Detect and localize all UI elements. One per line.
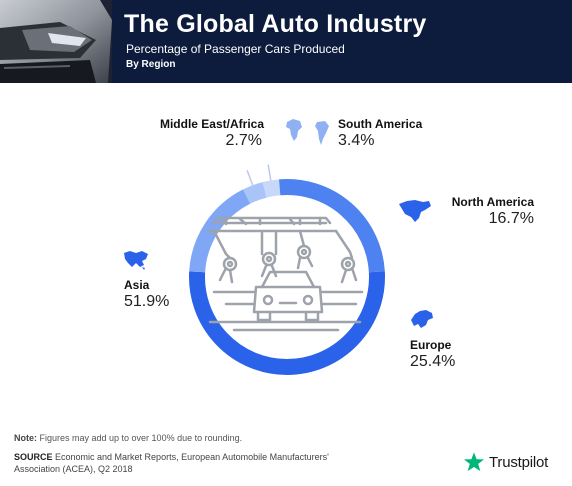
page-subtitle-region: By Region (126, 59, 176, 70)
europe-value: 25.4% (410, 353, 456, 370)
leader-lines (246, 164, 272, 186)
car-photo (0, 0, 112, 83)
page-subtitle: Percentage of Passenger Cars Produced (126, 42, 345, 56)
north-america-name: North America (451, 195, 534, 209)
note-text: Figures may add up to over 100% due to r… (37, 433, 243, 443)
leader-line-middle-east-africa (267, 164, 272, 181)
europe-name: Europe (410, 338, 452, 352)
note-label: Note: (14, 433, 37, 443)
label-north-america: North America 16.7% (430, 195, 534, 228)
label-middle-east-africa: Middle East/Africa 2.7% (154, 117, 264, 150)
north-america-value: 16.7% (488, 210, 534, 227)
donut-ring (189, 179, 385, 375)
donut-slice-asia (189, 271, 385, 375)
source-citation: SOURCE Economic and Market Reports, Euro… (14, 451, 344, 475)
asia-map-icon (124, 251, 148, 270)
star-icon (463, 452, 485, 472)
donut-chart (189, 164, 385, 375)
brand-logo: Trustpilot (463, 450, 548, 474)
label-europe: Europe 25.4% (410, 338, 455, 371)
south-america-name: South America (338, 117, 423, 131)
label-asia: Asia 51.9% (124, 278, 169, 311)
leader-line-south-america (246, 169, 254, 186)
north-america-map-icon (399, 200, 431, 222)
brand-name: Trustpilot (489, 453, 549, 471)
donut-slice-middle-east-africa (262, 179, 281, 198)
donut-slice-europe (279, 179, 385, 273)
africa-map-icon (286, 119, 302, 141)
mea-name: Middle East/Africa (159, 117, 264, 131)
source-text: Economic and Market Reports, European Au… (14, 452, 329, 474)
donut-slice-south-america (243, 182, 267, 204)
factory-illustration (206, 216, 364, 332)
south-america-value: 3.4% (338, 132, 375, 149)
donut-slice-north-america (189, 189, 251, 273)
page-title: The Global Auto Industry (124, 10, 427, 38)
europe-map-icon (411, 310, 433, 328)
mea-value: 2.7% (225, 132, 262, 149)
label-south-america: South America 3.4% (338, 117, 422, 150)
source-label: SOURCE (14, 452, 53, 462)
asia-name: Asia (124, 278, 150, 292)
asia-value: 51.9% (124, 293, 170, 310)
south-america-map-icon (315, 121, 329, 145)
footnote: Note: Figures may add up to over 100% du… (14, 433, 242, 443)
header-banner: The Global Auto Industry Percentage of P… (0, 0, 572, 83)
